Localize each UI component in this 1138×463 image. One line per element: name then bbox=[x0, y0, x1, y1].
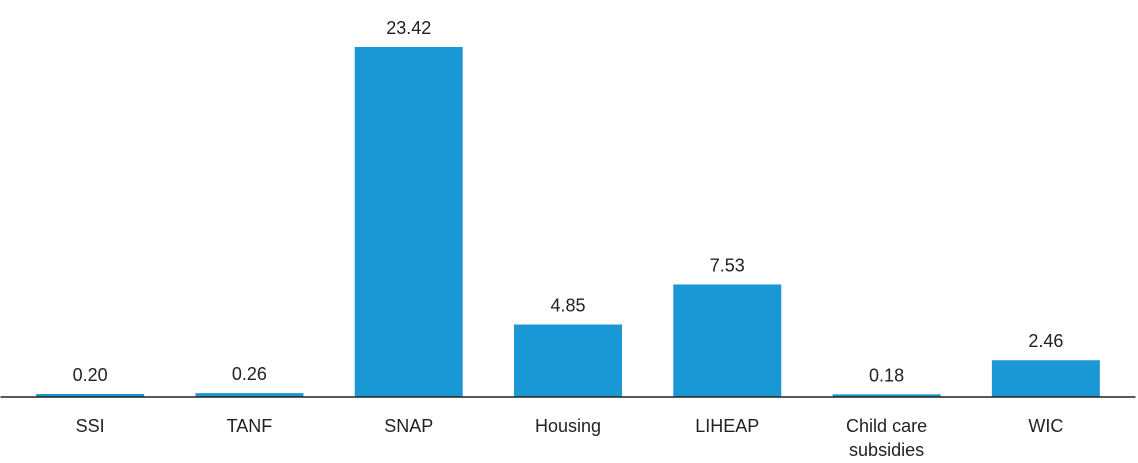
bar bbox=[673, 284, 782, 397]
bar bbox=[832, 394, 941, 397]
value-label: 7.53 bbox=[710, 255, 745, 275]
bar bbox=[354, 47, 463, 397]
x-tick-label: Child care subsidies bbox=[846, 416, 927, 460]
value-label: 23.42 bbox=[386, 18, 431, 38]
value-label: 0.18 bbox=[869, 365, 904, 385]
value-label: 0.20 bbox=[73, 365, 108, 385]
bar bbox=[514, 324, 622, 397]
x-tick-label: SSI bbox=[76, 416, 105, 436]
bar bbox=[991, 360, 1100, 397]
x-tick-label: WIC bbox=[1028, 416, 1063, 436]
value-label: 0.26 bbox=[232, 364, 267, 384]
x-tick-label: SNAP bbox=[384, 416, 433, 436]
bar bbox=[195, 393, 304, 397]
x-tick-label: TANF bbox=[227, 416, 273, 436]
value-label: 4.85 bbox=[550, 296, 585, 316]
x-tick-label: Housing bbox=[535, 416, 601, 436]
bar bbox=[36, 394, 145, 397]
value-label: 2.46 bbox=[1028, 331, 1063, 351]
x-tick-label: LIHEAP bbox=[695, 416, 759, 436]
